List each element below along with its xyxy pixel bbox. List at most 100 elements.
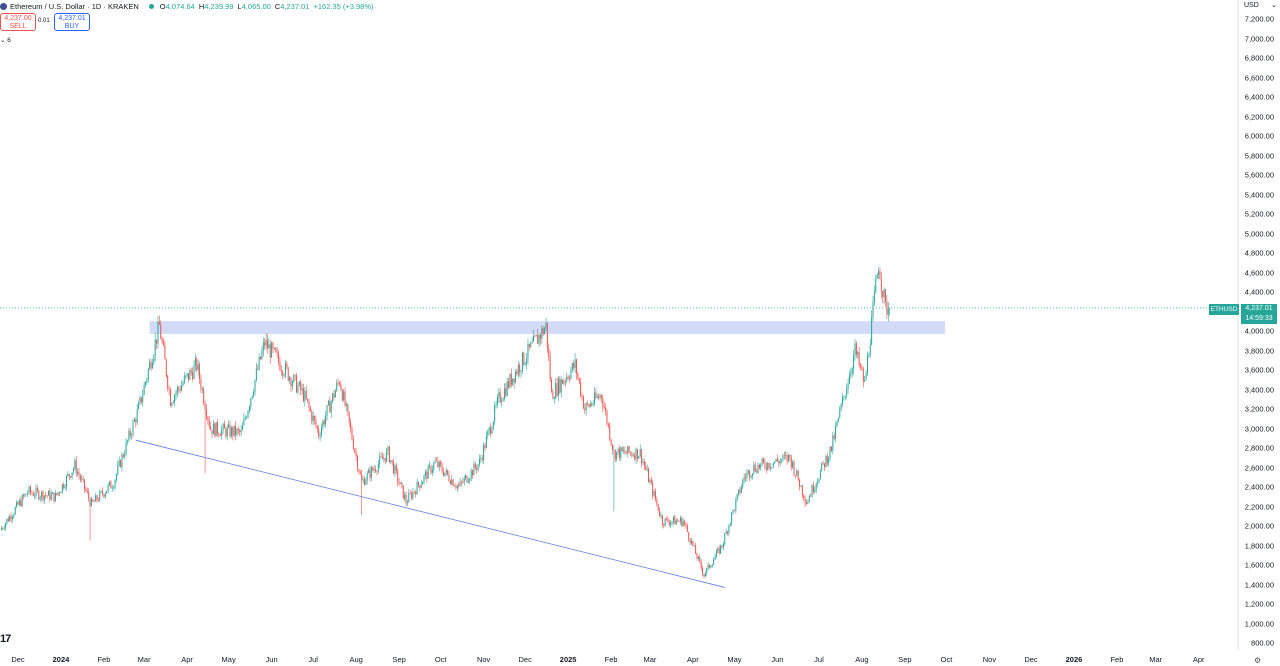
candle-body	[873, 292, 875, 303]
ohlc-value: 4,074.64	[165, 1, 195, 11]
candle	[625, 451, 627, 454]
candle	[452, 478, 454, 487]
candle	[402, 485, 404, 500]
candle-body	[243, 418, 245, 426]
candle	[50, 490, 52, 501]
candle	[648, 466, 650, 483]
sell-button[interactable]: 4,237.00 SELL	[0, 13, 36, 31]
candle-body	[588, 404, 590, 407]
candle	[218, 432, 220, 438]
candle-body	[59, 492, 61, 494]
candle-body	[221, 429, 223, 436]
candle	[740, 484, 742, 494]
candle	[38, 489, 40, 501]
candle	[527, 338, 529, 365]
symbol-title[interactable]: Ethereum / U.S. Dollar · 1D · KRAKEN	[10, 1, 139, 11]
candle	[810, 493, 812, 497]
candle	[147, 367, 149, 383]
candle	[164, 340, 166, 360]
candle-body	[866, 355, 868, 374]
candle	[469, 477, 471, 485]
x-tick-label: Aug	[855, 655, 869, 664]
candle-body	[542, 328, 544, 335]
candle-body	[366, 473, 368, 481]
candle-body	[78, 472, 80, 476]
candle-body	[452, 479, 454, 486]
candle	[268, 337, 270, 349]
candle-body	[350, 421, 352, 429]
candle-body	[449, 480, 451, 485]
candle	[207, 415, 209, 425]
candle-body	[264, 342, 266, 346]
candle-body	[223, 423, 225, 429]
candle-body	[196, 358, 198, 370]
candle-body	[142, 394, 144, 403]
candle	[319, 431, 321, 442]
candle-body	[535, 335, 537, 337]
candle-body	[804, 498, 806, 504]
x-tick-label: Mar	[643, 655, 657, 664]
candle-body	[210, 426, 212, 431]
candle-body	[684, 521, 686, 524]
candle	[178, 385, 180, 394]
candle	[211, 429, 213, 438]
candle	[312, 411, 314, 426]
candle-body	[426, 471, 428, 479]
candle-body	[379, 456, 381, 464]
candle-body	[769, 467, 771, 469]
currency-selector[interactable]: USD	[1244, 2, 1259, 9]
chevron-down-icon[interactable]: ⌄	[1271, 2, 1277, 9]
candle	[254, 379, 256, 396]
candle	[275, 347, 277, 353]
candle-body	[315, 419, 317, 427]
candle	[624, 446, 626, 456]
candle-body	[100, 491, 102, 492]
candle-body	[775, 458, 777, 462]
candle	[291, 379, 293, 391]
candle	[124, 449, 126, 460]
candle-body	[110, 481, 112, 489]
candle	[671, 521, 673, 526]
candle	[519, 362, 521, 377]
candle	[754, 461, 756, 472]
candle	[278, 349, 280, 367]
candle	[290, 376, 292, 392]
buy-button[interactable]: 4,237.01 BUY	[54, 13, 90, 31]
candle	[21, 493, 23, 507]
candle-body	[92, 499, 94, 502]
candle-body	[431, 469, 433, 473]
candle	[581, 392, 583, 401]
candle-body	[146, 379, 148, 383]
candle	[379, 452, 381, 469]
candle-body	[160, 324, 162, 339]
candle-body	[189, 370, 191, 380]
candle-body	[527, 343, 529, 359]
candle-body	[208, 419, 210, 427]
candle	[717, 546, 719, 554]
candle-body	[882, 290, 884, 298]
candle-body	[829, 446, 831, 458]
support-trendline[interactable]	[135, 439, 725, 588]
candle	[114, 478, 116, 491]
candle	[824, 463, 826, 472]
candle-body	[282, 371, 284, 376]
candle-body	[339, 382, 341, 385]
candle	[575, 358, 577, 380]
candle-body	[740, 487, 742, 493]
candle-body	[124, 454, 126, 457]
indicators-toggle[interactable]: ⌄ 6	[0, 37, 11, 44]
gear-icon[interactable]: ⚙	[1254, 656, 1262, 665]
candle-body	[764, 462, 766, 468]
candle-body	[880, 279, 882, 291]
candle-body	[871, 317, 873, 346]
candle-body	[372, 467, 374, 471]
candle	[797, 470, 799, 481]
candle	[115, 473, 117, 483]
candle	[362, 475, 364, 484]
candle-body	[793, 461, 795, 475]
tradingview-logo-icon[interactable]: 17	[0, 633, 11, 645]
candle	[308, 399, 310, 413]
candle-body	[854, 343, 856, 356]
candle	[872, 296, 874, 322]
